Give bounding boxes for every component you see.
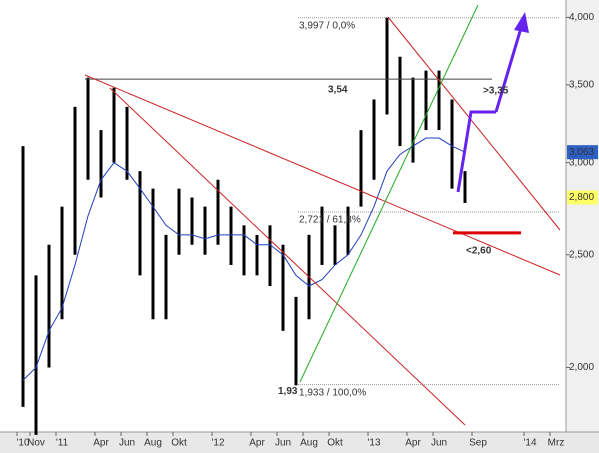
annotation: >3,35 [483,86,509,97]
x-tick-label: Jun [275,438,291,449]
price-marker-label: 3,063 [569,147,594,158]
x-tick-label: '13 [367,438,380,449]
trend-line [109,87,466,426]
forecast-arrow [456,110,496,193]
annotation: <2,60 [466,246,492,257]
y-tick-label: 2,500 [569,249,594,260]
x-tick-label: Aug [300,438,318,449]
x-tick-label: Jun [431,438,447,449]
x-tick-label: Aug [144,438,162,449]
level-label: 2,721 / 61,8% [299,215,361,226]
x-tick-label: '14 [523,438,536,449]
forecast-arrow [494,27,523,113]
level-label: 3,997 / 0,0% [299,20,355,31]
x-tick-label: '10 [16,438,29,449]
plot-area [0,0,566,432]
x-tick-label: Jun [119,438,135,449]
y-axis-area [566,0,599,453]
x-tick-label: Mrz [548,438,565,449]
x-tick-label: Okt [171,438,187,449]
x-tick-label: '12 [211,438,224,449]
x-tick-label: Apr [93,438,109,449]
x-tick-label: '11 [56,438,69,449]
x-axis-area [0,432,599,453]
annotation: 1,93 [278,386,298,397]
y-tick-label: 3,000 [569,157,594,168]
trend-lines [84,4,561,426]
x-tick-label: Okt [327,438,343,449]
trend-line [299,4,479,383]
y-tick-label: 3,500 [569,79,594,90]
level-label: 1,933 / 100,0% [299,387,366,398]
x-tick-label: Apr [405,438,421,449]
y-tick-label: 4,000 [569,12,594,23]
y-tick-label: 2,000 [569,362,594,373]
x-tick-label: Sep [469,438,487,449]
annotation: 3,54 [328,85,348,96]
x-tick-label: Nov [27,438,45,449]
price-marker [567,190,598,205]
x-tick-label: Apr [249,438,265,449]
arrow-head [514,12,529,33]
price-marker [567,145,598,160]
price-marker-label: 2,800 [569,192,594,203]
trend-line [387,16,561,231]
trend-line [84,74,561,276]
ma-line [22,137,466,381]
